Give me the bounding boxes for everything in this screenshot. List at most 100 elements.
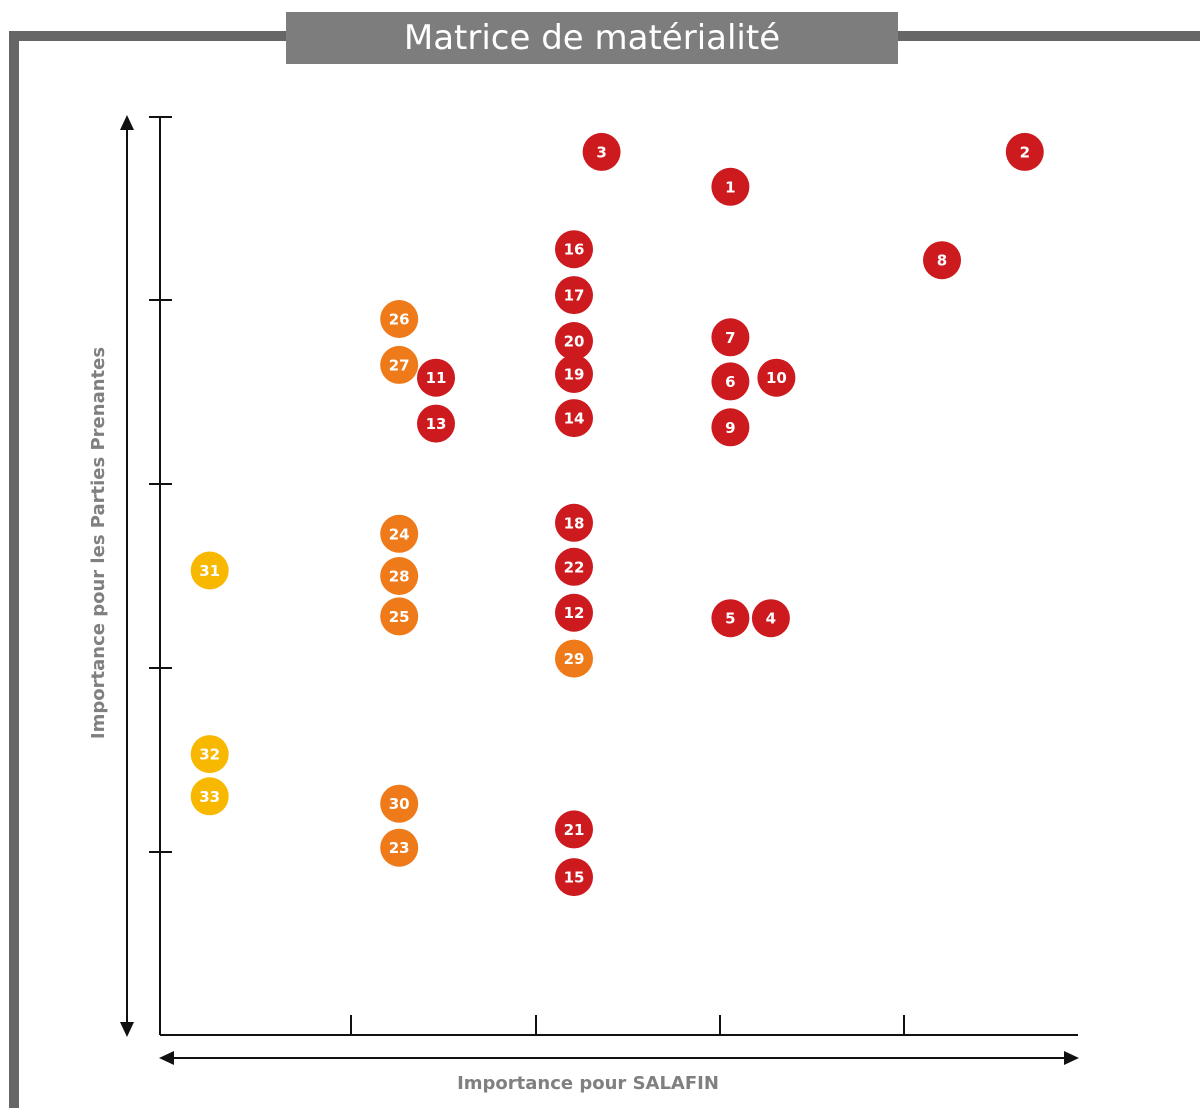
x-axis-arrow	[159, 1051, 1079, 1065]
data-point-33: 33	[190, 777, 229, 816]
point-marker	[711, 599, 750, 638]
data-point-14: 14	[555, 399, 593, 438]
point-marker	[555, 593, 593, 632]
data-point-1: 1	[711, 167, 750, 206]
data-point-30: 30	[380, 784, 419, 823]
point-label: 19	[564, 366, 585, 384]
point-marker	[380, 597, 419, 636]
point-marker	[190, 551, 229, 590]
point-marker	[555, 810, 593, 849]
point-label: 15	[564, 869, 585, 887]
point-label: 16	[564, 241, 585, 259]
data-point-24: 24	[380, 514, 419, 553]
point-marker	[380, 784, 419, 823]
data-point-32: 32	[190, 735, 229, 774]
data-point-8: 8	[923, 241, 961, 280]
point-marker	[555, 230, 593, 269]
point-label: 24	[389, 525, 410, 543]
data-point-3: 3	[582, 132, 621, 171]
point-label: 1	[725, 178, 735, 196]
point-marker	[711, 362, 750, 401]
point-label: 12	[564, 604, 585, 622]
data-point-9: 9	[711, 408, 750, 447]
point-marker	[380, 557, 419, 595]
point-marker	[555, 858, 593, 897]
data-point-13: 13	[417, 404, 455, 443]
point-label: 18	[564, 514, 585, 532]
data-point-18: 18	[555, 503, 593, 542]
point-marker	[582, 132, 621, 171]
point-label: 11	[426, 369, 447, 387]
point-marker	[555, 322, 593, 360]
point-label: 30	[389, 795, 410, 813]
point-label: 9	[725, 419, 735, 437]
point-label: 28	[389, 568, 410, 586]
point-marker	[190, 735, 229, 774]
data-point-11: 11	[417, 358, 455, 397]
data-point-23: 23	[380, 828, 419, 867]
point-marker	[380, 828, 419, 867]
point-marker	[711, 318, 750, 357]
point-label: 29	[564, 650, 585, 668]
data-point-26: 26	[380, 300, 419, 338]
point-label: 4	[766, 610, 776, 628]
point-marker	[923, 241, 961, 280]
data-point-16: 16	[555, 230, 593, 269]
data-point-21: 21	[555, 810, 593, 849]
point-label: 3	[596, 143, 606, 161]
data-point-27: 27	[380, 345, 419, 384]
data-point-17: 17	[555, 276, 593, 315]
chart-title: Matrice de matérialité	[404, 18, 780, 58]
data-point-19: 19	[555, 355, 593, 393]
data-point-31: 31	[190, 551, 229, 590]
point-marker	[1005, 132, 1044, 171]
point-label: 8	[937, 252, 947, 270]
point-label: 22	[564, 558, 585, 576]
x-axis	[160, 1015, 1078, 1036]
point-label: 27	[389, 356, 410, 374]
point-label: 23	[389, 839, 410, 857]
point-marker	[417, 358, 455, 397]
point-label: 13	[426, 415, 447, 433]
point-marker	[555, 503, 593, 542]
point-marker	[751, 599, 790, 638]
point-label: 33	[199, 788, 220, 806]
data-point-15: 15	[555, 858, 593, 897]
point-marker	[555, 547, 593, 586]
point-label: 25	[389, 608, 410, 626]
point-marker	[711, 408, 750, 447]
point-marker	[380, 345, 419, 384]
point-marker	[711, 167, 750, 206]
point-marker	[380, 300, 419, 338]
data-point-5: 5	[711, 599, 750, 638]
point-label: 26	[389, 311, 410, 329]
point-marker	[190, 777, 229, 816]
point-label: 20	[564, 333, 585, 351]
point-marker	[417, 404, 455, 443]
x-axis-label: Importance pour SALAFIN	[457, 1073, 719, 1094]
data-point-22: 22	[555, 547, 593, 586]
data-point-2: 2	[1005, 132, 1044, 171]
y-axis-label: Importance pour les Parties Prenantes	[88, 347, 109, 739]
data-point-25: 25	[380, 597, 419, 636]
data-point-28: 28	[380, 557, 419, 595]
data-point-29: 29	[555, 639, 593, 678]
y-axis	[149, 116, 172, 1035]
point-label: 17	[564, 287, 585, 305]
data-point-4: 4	[751, 599, 790, 638]
data-point-7: 7	[711, 318, 750, 357]
point-marker	[555, 399, 593, 438]
point-marker	[555, 355, 593, 393]
point-label: 7	[725, 329, 735, 347]
data-point-6: 6	[711, 362, 750, 401]
data-point-12: 12	[555, 593, 593, 632]
point-label: 21	[564, 821, 585, 839]
point-marker	[757, 358, 796, 397]
point-marker	[555, 276, 593, 315]
y-axis-arrow	[120, 115, 134, 1037]
point-label: 6	[725, 373, 735, 391]
point-label: 10	[766, 369, 787, 387]
